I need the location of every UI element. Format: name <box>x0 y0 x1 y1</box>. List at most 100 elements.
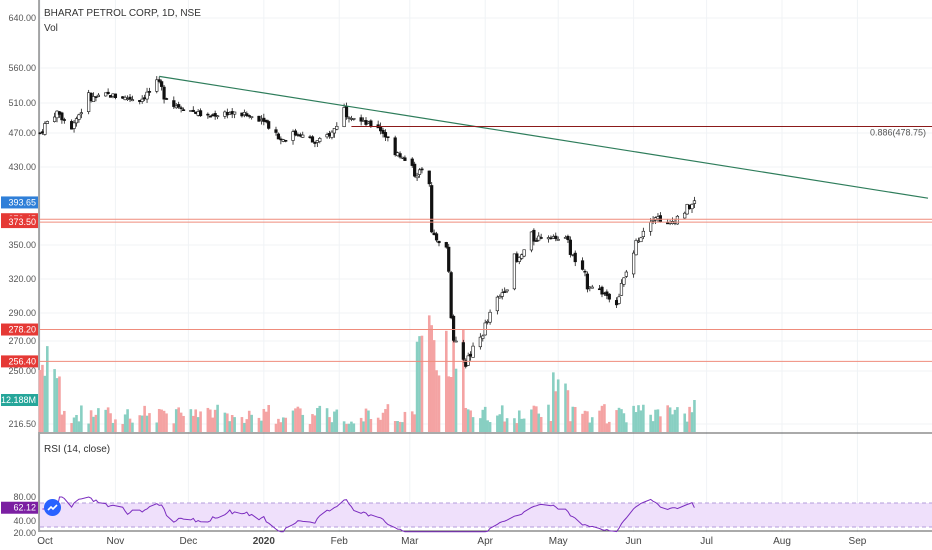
volume-bar <box>564 383 567 432</box>
volume-bar <box>328 417 331 432</box>
volume-bar <box>396 421 399 432</box>
x-axis-label: Jul <box>700 536 713 547</box>
volume-bar <box>155 422 159 432</box>
volume-bar <box>515 423 519 432</box>
candle-body <box>332 128 336 134</box>
volume-bar <box>226 413 229 432</box>
volume-bar <box>435 370 438 432</box>
volume-bar <box>410 411 414 432</box>
candle-body <box>318 138 322 142</box>
candle-body <box>624 271 628 277</box>
volume-bar <box>53 369 56 432</box>
volume-bar <box>97 408 100 432</box>
candle-body <box>685 204 689 215</box>
candle-body <box>352 118 356 120</box>
volume-bar <box>444 330 448 432</box>
candle-body <box>128 96 132 100</box>
volume-bar <box>359 417 363 432</box>
volume-bar <box>189 409 193 432</box>
candle-body <box>403 157 407 161</box>
price-badge <box>1 355 38 368</box>
volume-bar <box>605 423 609 432</box>
candle-body <box>566 235 570 241</box>
volume-bar <box>481 409 485 432</box>
volume-bar <box>325 408 329 432</box>
rsi-band-fill <box>40 503 932 527</box>
volume-bar <box>488 422 492 432</box>
volume-bar <box>131 422 134 432</box>
volume-bar <box>447 376 451 432</box>
candle-body <box>554 235 558 239</box>
volume-bar <box>566 390 570 432</box>
volume-bar <box>257 417 261 432</box>
volume-bar <box>464 407 468 432</box>
volume-bar <box>177 407 180 432</box>
volume-bar <box>420 335 424 432</box>
candle-body <box>585 273 589 290</box>
volume-bar <box>318 405 322 432</box>
candle-body <box>639 237 643 243</box>
candle-body <box>45 121 49 124</box>
volume-bar <box>243 422 246 432</box>
volume-bar <box>114 419 117 432</box>
candle-body <box>617 296 621 304</box>
volume-bar <box>70 423 73 432</box>
volume-bar <box>413 414 416 432</box>
price-badge-label: 278.20 <box>8 325 36 335</box>
volume-bar <box>598 410 601 432</box>
volume-bar <box>274 423 278 432</box>
candle-body <box>172 100 176 107</box>
volume-bar <box>206 407 210 432</box>
candle-body <box>556 239 560 241</box>
volume-bar <box>622 413 626 432</box>
volume-bar <box>316 408 319 432</box>
volume-bar <box>213 409 217 432</box>
volume-bar <box>145 415 149 432</box>
volume-bar <box>535 406 538 432</box>
candle-body <box>461 342 465 360</box>
candle-body <box>534 240 538 242</box>
price-tick-label: 350.00 <box>8 240 36 250</box>
x-axis-label: Nov <box>107 536 125 547</box>
volume-bar <box>123 414 127 432</box>
volume-bar <box>41 364 44 432</box>
candle-body <box>208 115 212 118</box>
tradingview-logo[interactable] <box>44 499 61 516</box>
price-badge-label: 373.50 <box>8 217 36 227</box>
volume-bar <box>63 410 66 432</box>
volume-bar <box>209 409 212 432</box>
volume-bar <box>87 423 90 432</box>
volume-bar <box>483 406 487 432</box>
candle-body <box>164 98 169 100</box>
volume-bar <box>291 410 295 432</box>
volume-bar <box>549 421 553 432</box>
volume-bar <box>211 417 215 432</box>
volume-bar <box>362 421 365 432</box>
price-tick-label: 510.00 <box>8 98 36 108</box>
x-axis-label: Sep <box>849 536 867 547</box>
candle-body <box>74 118 79 124</box>
x-axis-label: 2020 <box>253 536 276 547</box>
candle-body <box>87 92 91 112</box>
volume-bar <box>642 404 645 432</box>
volume-bar <box>532 405 536 432</box>
volume-bar <box>505 418 509 432</box>
trendline <box>159 75 929 199</box>
price-tick-label: 640.00 <box>8 13 36 23</box>
candle-body <box>415 175 419 179</box>
candle-body <box>503 291 507 293</box>
volume-bar <box>688 406 691 432</box>
candle-body <box>155 79 159 92</box>
candle-body <box>257 115 261 122</box>
volume-bar <box>172 423 176 432</box>
volume-bar <box>386 404 390 432</box>
candle-body <box>91 96 96 102</box>
volume-bar <box>693 400 696 432</box>
volume-bar <box>379 419 382 432</box>
volume-bar <box>639 410 643 432</box>
volume-bar <box>632 405 635 432</box>
candle-body <box>649 221 653 232</box>
volume-bar <box>121 423 125 432</box>
volume-bar <box>656 409 660 432</box>
